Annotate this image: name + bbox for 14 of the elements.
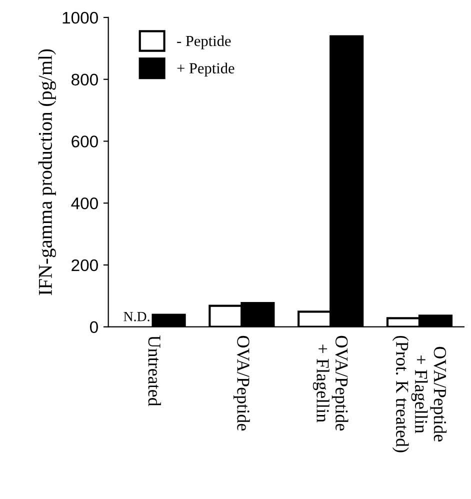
legend-label: + Peptide	[177, 62, 234, 77]
x-tick-label: Untreated	[148, 336, 161, 406]
y-tick-label: 600	[72, 136, 98, 148]
annotation: N.D.	[124, 312, 150, 322]
y-tick-label: 200	[72, 259, 98, 272]
y-tick-label: 800	[72, 74, 98, 86]
legend-label: - Peptide	[177, 35, 231, 50]
y-tick-label: 0	[90, 321, 98, 334]
x-tick-label: OVA/Peptide	[233, 336, 250, 431]
y-tick-label: 400	[71, 197, 98, 210]
y-axis-title: IFN-gamma production (pg/ml)	[38, 49, 56, 296]
y-tick-label: 1000	[62, 12, 98, 24]
x-tick-label: OVA/Peptide + Flagellin	[312, 336, 348, 431]
x-tick-label: OVA/Peptide + Flagellin (Prot. K treated)	[392, 336, 447, 452]
